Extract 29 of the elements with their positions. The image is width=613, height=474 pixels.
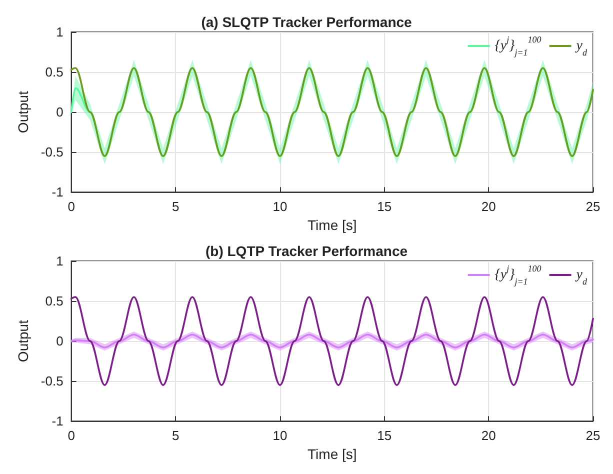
x-tick-label: 25 [586,428,600,444]
x-tick-label: 10 [272,199,288,214]
x-tick-label: 20 [481,428,496,444]
chart-title: (b) LQTP Tracker Performance [205,243,408,259]
y-tick-label: 0 [56,104,64,120]
y-tick-label: 0 [56,334,64,349]
y-tick-label: -0.5 [40,374,64,389]
x-axis-title: Time [s] [308,217,357,233]
x-tick-label: 25 [586,199,600,214]
y-tick-label: 1 [56,254,64,268]
y-tick-label: 1 [56,24,64,40]
x-tick-label: 5 [172,199,180,214]
x-tick-label: 15 [377,199,392,214]
x-tick-label: 10 [272,428,288,444]
chart-title: (a) SLQTP Tracker Performance [201,14,412,30]
y-tick-label: 0.5 [45,64,64,80]
x-tick-label: 5 [172,428,180,444]
line-series [70,296,594,386]
x-tick-label: 15 [377,428,392,444]
x-tick-label: 0 [68,199,75,214]
y-tick-label: 0.5 [45,294,64,309]
x-tick-label: 20 [481,199,496,214]
y-tick-label: -0.5 [40,144,64,160]
y-tick-label: -1 [52,414,64,429]
y-axis-title: Output [15,90,31,134]
x-axis-title: Time [s] [308,446,357,462]
x-tick-label: 0 [68,428,75,444]
y-axis-title: Output [15,320,31,362]
y-tick-label: -1 [52,184,64,200]
